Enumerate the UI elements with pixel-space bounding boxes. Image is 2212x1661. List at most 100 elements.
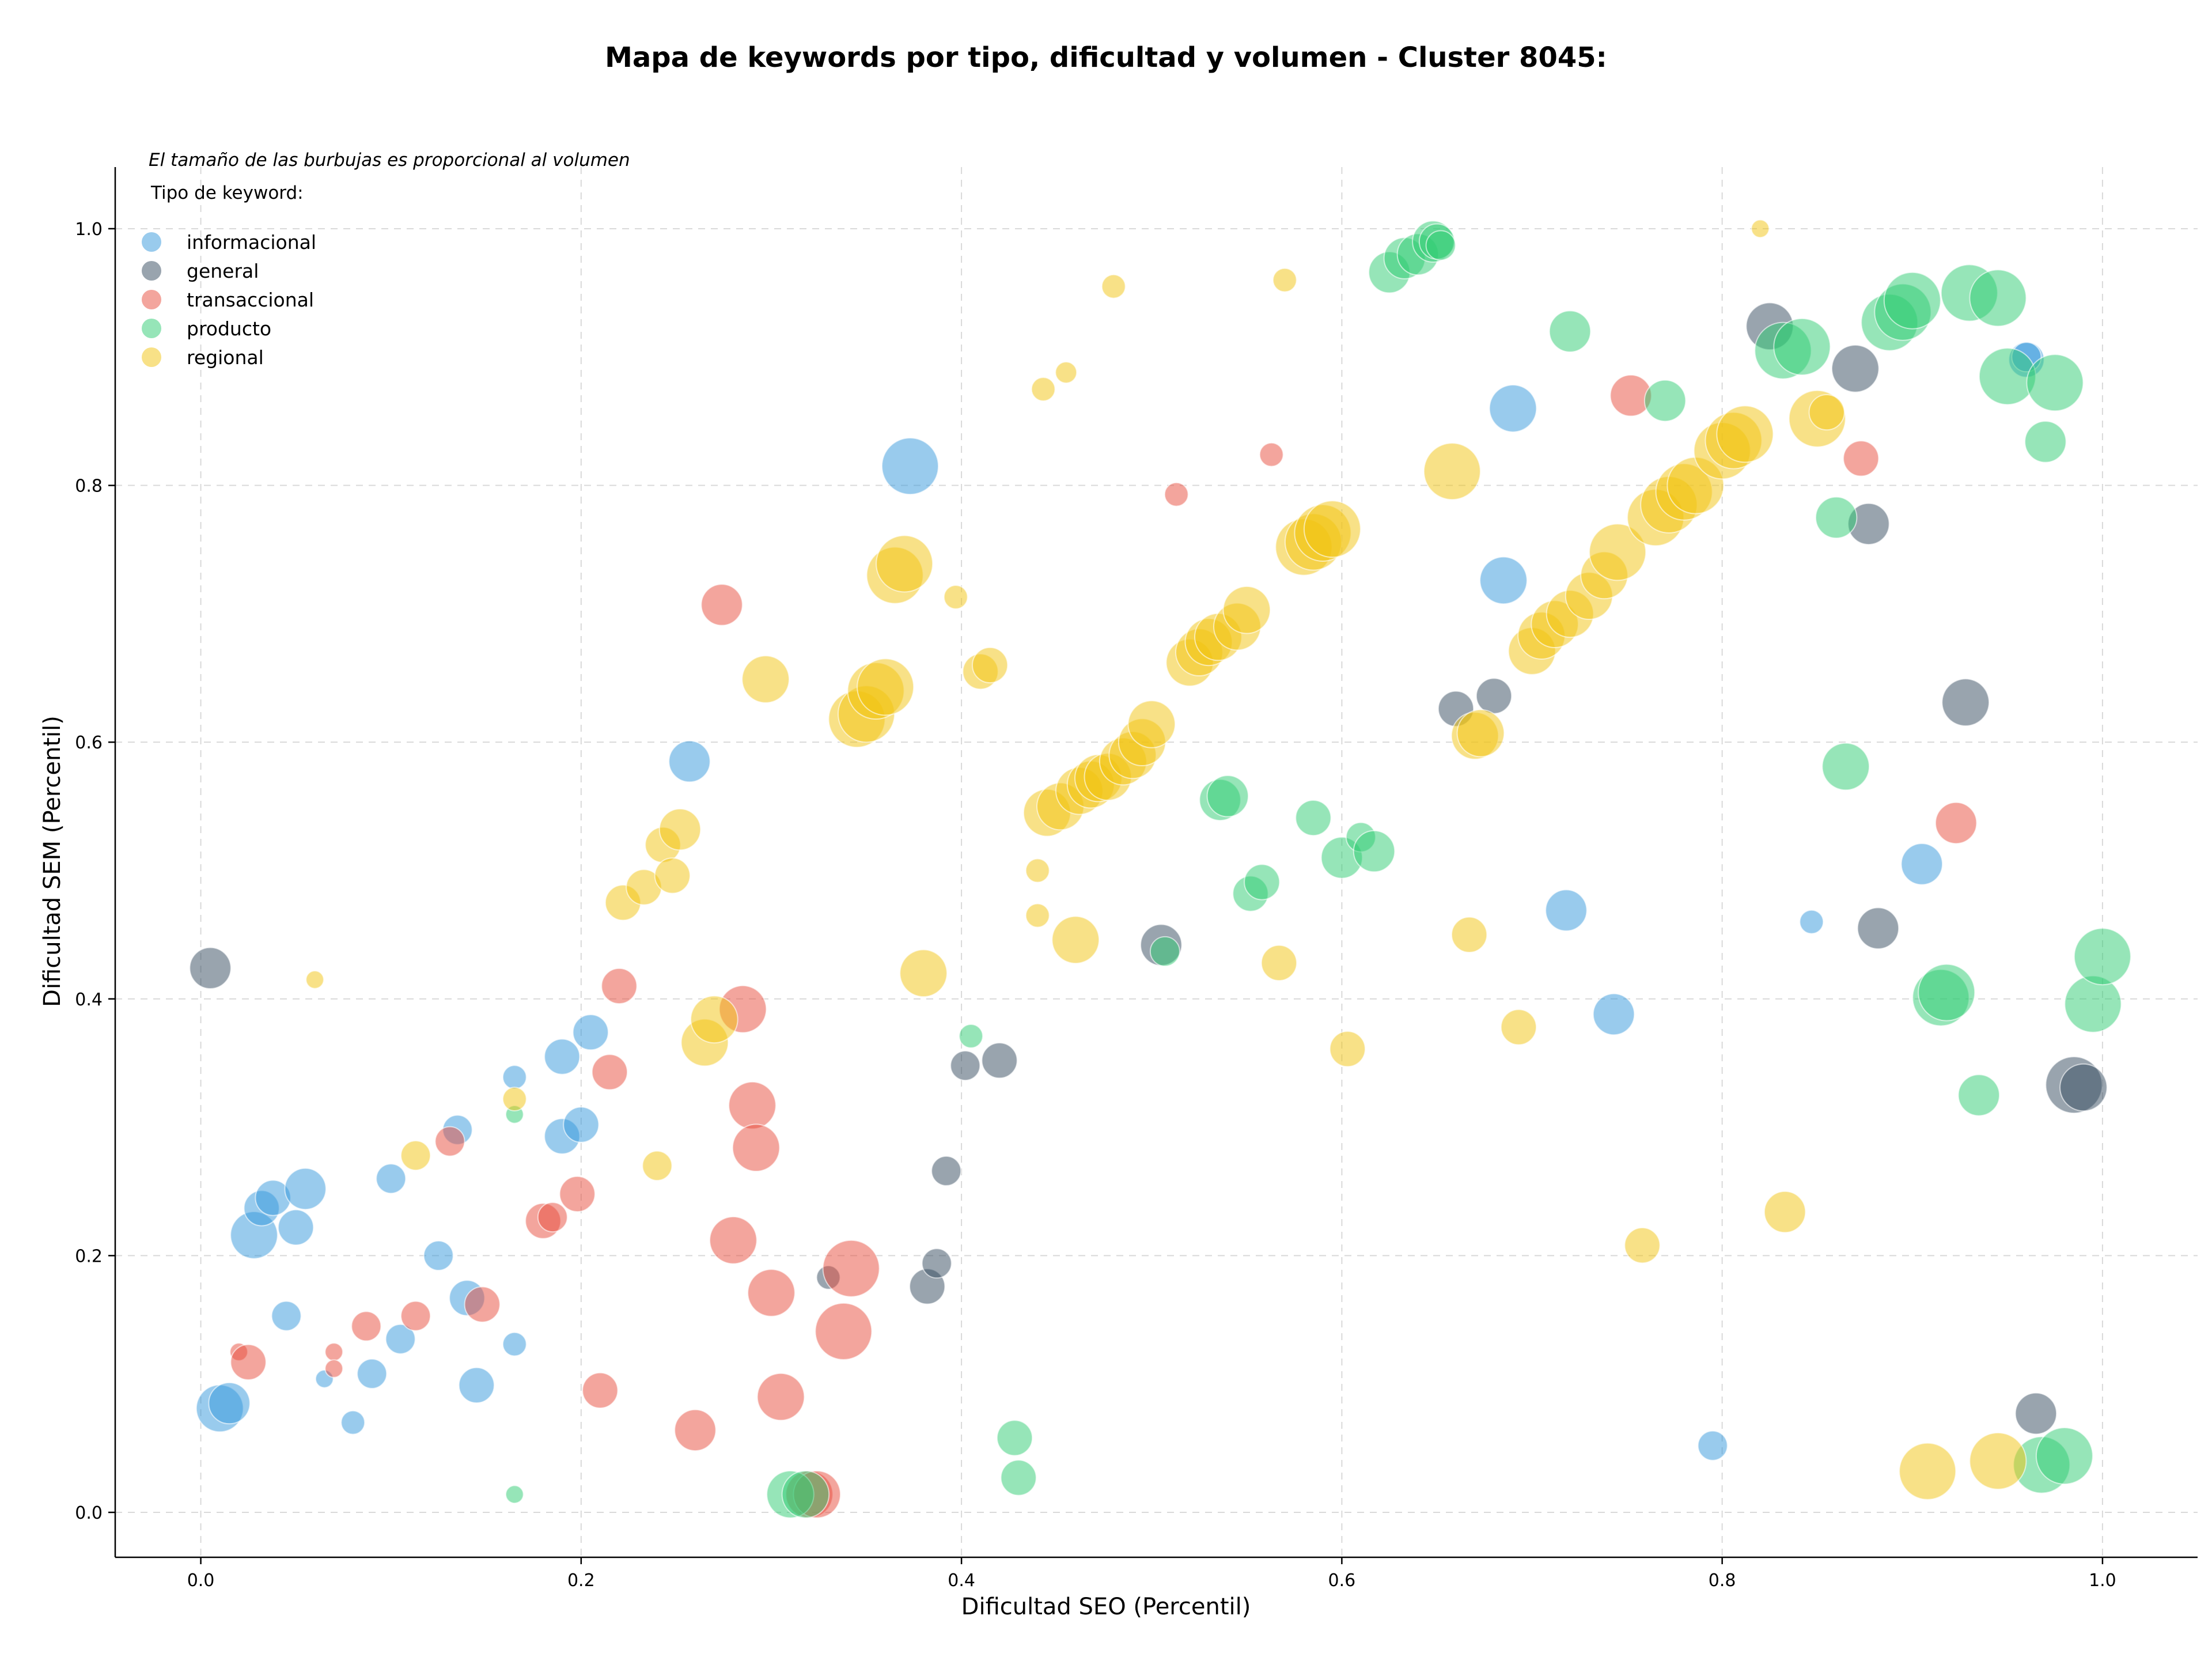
bubble-producto	[1918, 963, 1976, 1021]
bubble-transaccional	[709, 1216, 757, 1265]
bubble-transaccional	[732, 1123, 781, 1172]
bubble-producto	[1149, 936, 1180, 967]
bubble-transaccional	[324, 1342, 344, 1361]
bubble-informacional	[1900, 843, 1944, 886]
bubble-producto	[1883, 271, 1941, 330]
bubble-informacional	[1592, 993, 1635, 1036]
bubble-transaccional	[700, 584, 743, 626]
bubble-transaccional	[1164, 482, 1189, 507]
bubble-producto	[781, 1470, 830, 1519]
bubble-producto	[1000, 1459, 1037, 1496]
bubble-transaccional	[1935, 801, 1978, 845]
bubble-informacional	[423, 1240, 454, 1271]
bubble-transaccional	[434, 1126, 465, 1157]
bubble-regional	[1055, 361, 1078, 384]
legend-title: Tipo de keyword:	[150, 183, 304, 203]
x-tick-label: 1.0	[2089, 1571, 2116, 1591]
y-tick-label: 0.6	[75, 733, 103, 753]
bubble-transaccional	[537, 1202, 568, 1233]
bubble-informacional	[271, 1300, 302, 1331]
bubble-producto	[1425, 230, 1456, 261]
bubble-informacional	[376, 1163, 407, 1194]
bubble-informacional	[544, 1038, 581, 1075]
bubble-regional	[1456, 709, 1505, 758]
bubble-transaccional	[1259, 442, 1284, 467]
bubble-producto	[1548, 310, 1592, 353]
y-tick-label: 0.0	[75, 1503, 103, 1523]
bubble-general	[189, 947, 232, 990]
y-axis-label: Dificultad SEM (Percentil)	[39, 716, 66, 1007]
bubble-producto	[2024, 421, 2067, 463]
bubble-general	[1475, 678, 1513, 714]
bubble-transaccional	[324, 1359, 344, 1378]
bubble-producto	[1244, 864, 1281, 901]
bubble-regional	[1751, 219, 1770, 239]
x-tick-label: 0.2	[567, 1571, 595, 1591]
chart-title: Mapa de keywords por tipo, dificultad y …	[605, 41, 1607, 74]
bubble-producto	[2026, 354, 2084, 412]
bubble-informacional	[284, 1167, 327, 1210]
x-tick-label: 0.6	[1328, 1571, 1356, 1591]
bubble-transaccional	[815, 1302, 873, 1360]
bubble-informacional	[881, 437, 939, 495]
legend-label-informacional: informacional	[187, 231, 316, 253]
y-tick-label: 0.8	[75, 476, 103, 497]
bubble-general	[2059, 1063, 2108, 1112]
bubble-informacional	[357, 1358, 388, 1389]
y-tick-label: 0.4	[75, 990, 103, 1010]
bubble-transaccional	[601, 967, 638, 1005]
bubble-producto	[1206, 775, 1249, 818]
bubble-regional	[876, 535, 934, 593]
bubble-regional	[972, 646, 1009, 684]
bubble-producto	[2035, 1427, 2093, 1485]
bubble-transaccional	[230, 1344, 267, 1380]
bubble-informacional	[572, 1014, 609, 1051]
bubble-transaccional	[728, 1081, 777, 1130]
x-tick-label: 0.0	[187, 1571, 215, 1591]
bubble-producto	[1353, 830, 1396, 873]
bubble-informacional	[1697, 1430, 1728, 1461]
bubble-transaccional	[559, 1175, 596, 1213]
legend-marker-regional	[142, 347, 161, 367]
bubble-size-note: El tamaño de las burbujas es proporciona…	[149, 150, 630, 171]
bubble-producto	[1969, 269, 2027, 327]
bubble-general	[2014, 1392, 2058, 1435]
bubble-regional	[1303, 500, 1361, 558]
bubble-producto	[1821, 742, 1870, 791]
bubble-producto	[2073, 928, 2131, 986]
bubble-transaccional	[1843, 440, 1880, 477]
legend-marker-producto	[142, 319, 161, 338]
legend-label-regional: regional	[187, 346, 264, 369]
bubble-regional	[1222, 585, 1271, 634]
bubble-regional	[1808, 394, 1845, 431]
bubble-regional	[1423, 442, 1481, 501]
bubble-producto	[996, 1420, 1033, 1456]
bubble-regional	[1329, 1031, 1366, 1068]
bubble-regional	[642, 1150, 673, 1181]
series-regional	[305, 219, 2027, 1500]
bubble-producto	[1295, 800, 1332, 837]
bubble-transaccional	[582, 1372, 619, 1409]
tick-labels: 0.0 0.2 0.4 0.6 0.8 1.0 0.0 0.2 0.4 0.6 0.8 1.0	[75, 220, 2116, 1591]
bubble-regional	[1624, 1227, 1661, 1264]
bubble-producto	[2064, 975, 2122, 1033]
bubble-regional	[1031, 377, 1056, 402]
bubble-layer	[189, 219, 2131, 1519]
legend-label-transaccional: transaccional	[187, 289, 314, 311]
bubble-informacional	[1488, 384, 1537, 433]
x-tick-label: 0.8	[1709, 1571, 1736, 1591]
bubble-regional	[1272, 267, 1297, 293]
bubble-regional	[943, 585, 968, 610]
bubble-regional	[1025, 858, 1050, 883]
bubble-informacional	[668, 740, 711, 783]
bubble-regional	[1260, 944, 1297, 982]
bubble-regional	[400, 1140, 431, 1171]
bubble-transaccional	[351, 1311, 382, 1342]
bubble-producto	[1957, 1074, 2001, 1117]
bubble-transaccional	[756, 1372, 805, 1421]
bubble-general	[950, 1050, 981, 1081]
bubble-general	[981, 1042, 1018, 1079]
bubble-informacional	[458, 1367, 495, 1403]
series-transaccional	[229, 374, 1978, 1519]
bubble-informacional	[502, 1331, 527, 1357]
